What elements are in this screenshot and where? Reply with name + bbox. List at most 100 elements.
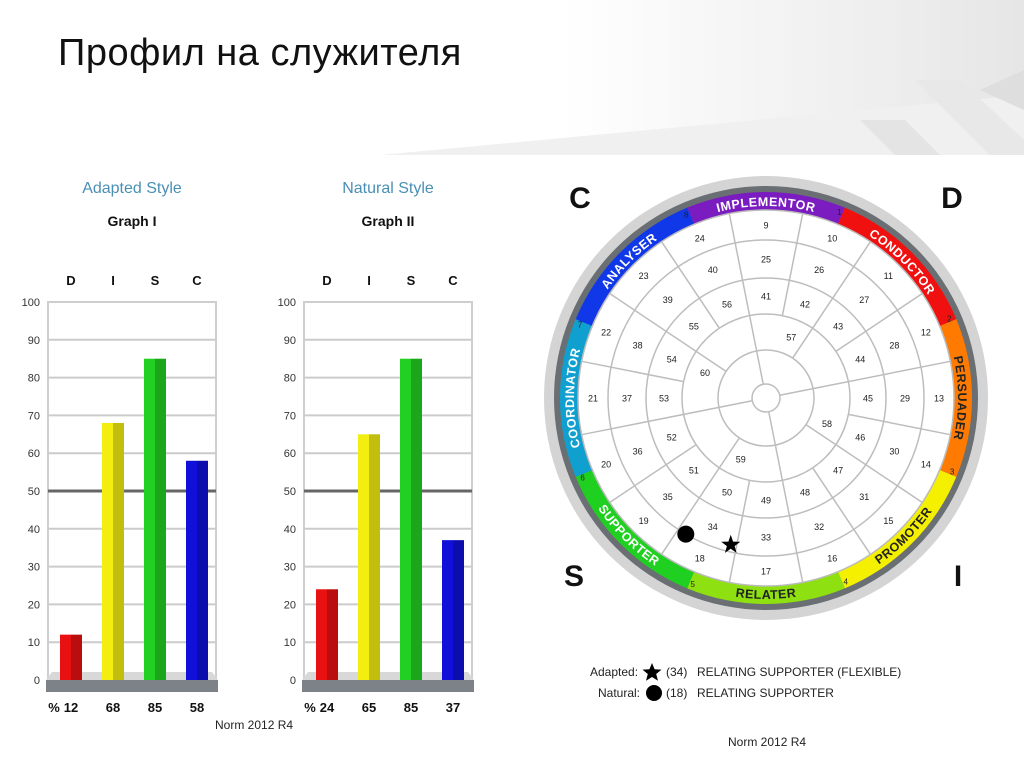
corner-label-d: D [941,182,963,215]
value-label-s: 85 [404,700,418,715]
wheel-position-28: 28 [889,340,899,350]
bar-front [316,589,327,680]
wheel-position-15: 15 [883,516,893,526]
spoke [805,424,923,504]
wheel-position-12: 12 [921,327,931,337]
wheel-norm-label: Norm 2012 R4 [728,735,807,749]
segment-number: 7 [578,321,583,330]
wheel-position-54: 54 [667,354,677,364]
segment-implementor [687,192,845,225]
wheel-position-42: 42 [800,299,810,309]
star-icon [642,663,662,684]
spoke [728,213,765,385]
wheel-position-34: 34 [708,522,718,532]
dot-icon [645,684,663,705]
bar-side [453,540,464,680]
wheel-position-60: 60 [700,368,710,378]
y-tick-label: 40 [28,524,40,536]
wheel-position-53: 53 [659,394,669,404]
wheel-position-41: 41 [761,292,771,302]
legend-adapted-text: RELATING SUPPORTER (FLEXIBLE) [697,665,902,679]
spoke [812,467,872,555]
spoke [660,241,720,329]
wheel-position-19: 19 [639,516,649,526]
category-label-i: I [111,273,115,288]
wheel-position-55: 55 [689,321,699,331]
legend-adapted-number: (34) [666,665,688,679]
bar-c [186,460,208,680]
spoke [848,413,951,436]
wheel-position-18: 18 [695,553,705,563]
value-label-d: 24 [320,700,335,715]
wheel-position-26: 26 [814,265,824,275]
legend-natural-text: RELATING SUPPORTER [697,686,834,700]
segment-label-implementor: IMPLEMENTOR [715,195,817,215]
wheel-position-23: 23 [639,271,649,281]
segment-number: 8 [684,211,689,220]
category-label-i: I [367,273,371,288]
base [46,680,218,692]
y-tick-label: 90 [28,335,40,347]
wheel-position-16: 16 [827,553,837,563]
y-tick-label: 10 [28,637,40,649]
spoke [792,241,872,359]
bar-side [155,358,166,680]
bar-front [400,358,411,680]
wheel-position-58: 58 [822,419,832,429]
category-label-d: D [322,273,331,288]
wheel-position-30: 30 [889,447,899,457]
y-tick-label: 100 [22,297,40,309]
value-label-d: 12 [64,700,78,715]
category-label-d: D [66,273,75,288]
wheel-position-39: 39 [663,295,673,305]
bar-front [102,422,113,680]
value-label-i: 65 [362,700,376,715]
wheel-position-43: 43 [833,321,843,331]
natural-marker-dot-icon [677,525,695,543]
wheel-position-32: 32 [814,522,824,532]
natural-style-chart: 0 10 20 30 40 50 60 70 80 90 100 D 24 I 65 S 85 C 37% [278,273,474,715]
y-tick-label: 70 [284,410,296,422]
segment-label-persuader: PERSUADER [951,355,969,442]
segment-label-coordinator: COORDINATOR [563,346,583,449]
ring-line [607,239,925,557]
wheel-position-52: 52 [667,433,677,443]
bar-s [144,358,166,680]
category-label-s: S [151,273,160,288]
y-tick-label: 30 [284,562,296,574]
wheel-position-29: 29 [900,394,910,404]
wheel-position-50: 50 [722,488,732,498]
legend-natural-label: Natural: [598,686,641,700]
value-label-s: 85 [148,700,162,715]
wheel-position-59: 59 [736,454,746,464]
bar-side [411,358,422,680]
y-tick-label: 40 [284,524,296,536]
bar-front [144,358,155,680]
wheel-position-40: 40 [708,265,718,275]
category-label-c: C [192,273,202,288]
wheel-position-44: 44 [855,354,865,364]
page-title: Профил на служителя [58,32,462,74]
bar-front [60,634,71,680]
value-label-i: 68 [106,700,120,715]
bar-side [113,422,124,680]
wheel-position-17: 17 [761,567,771,577]
y-tick-label: 30 [28,562,40,574]
spoke [660,437,740,555]
spoke [581,360,684,383]
ring-line [751,383,781,413]
wheel-position-56: 56 [722,299,732,309]
y-tick-label: 50 [28,486,40,498]
y-tick-label: 0 [290,675,296,687]
disc-wheel: IMPLEMENTOR 1CONDUCTOR2PERSUADER3PROMOTER… [544,176,988,620]
value-label-c: 58 [190,700,204,715]
adapted-chart-title: Adapted Style [82,180,182,197]
bar-d [60,634,82,680]
ring-line [717,349,815,447]
y-tick-label: 60 [284,448,296,460]
y-tick-label: 10 [284,637,296,649]
natural-chart-subtitle: Graph II [361,213,415,229]
y-tick-label: 100 [278,297,296,309]
bar-front [358,434,369,680]
header-decoration [0,0,1024,155]
